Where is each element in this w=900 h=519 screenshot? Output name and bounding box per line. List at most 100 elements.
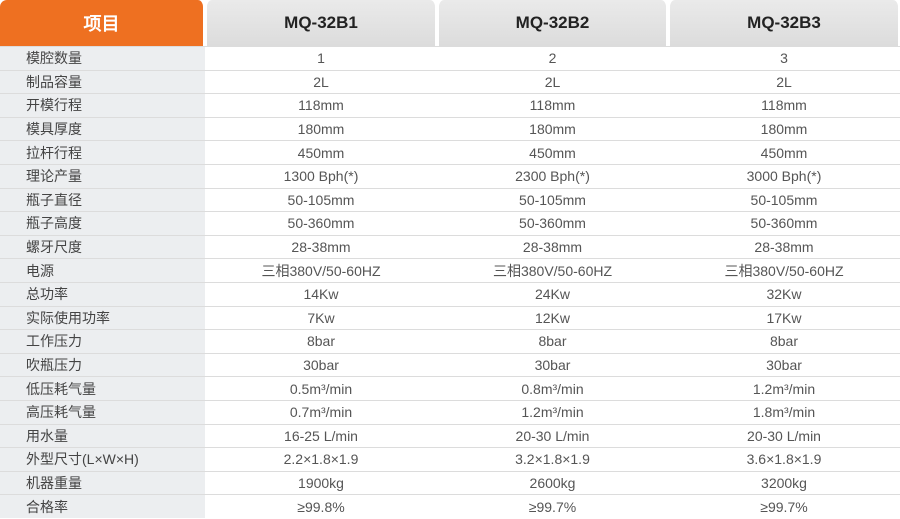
row-value: 30bar (437, 352, 668, 377)
table-row: 外型尺寸(L×W×H) 2.2×1.8×1.9 3.2×1.8×1.9 3.6×1.8… (0, 447, 900, 471)
row-value: 450mm (437, 140, 668, 164)
table-row: 理论产量 1300 Bph(*) 2300 Bph(*) 3000 Bph(*) (0, 163, 900, 188)
row-value: 8bar (205, 329, 437, 353)
row-value: 17Kw (668, 305, 900, 330)
row-value: 2300 Bph(*) (437, 163, 668, 188)
row-label: 理论产量 (0, 163, 205, 188)
row-value: 180mm (668, 116, 900, 141)
row-value: 2 (437, 46, 668, 70)
row-label: 外型尺寸(L×W×H) (0, 447, 205, 471)
row-label: 机器重量 (0, 470, 205, 495)
row-label: 合格率 (0, 494, 205, 518)
row-value: 118mm (668, 93, 900, 117)
row-label: 总功率 (0, 281, 205, 306)
row-value: 30bar (668, 352, 900, 377)
row-value: 16-25 L/min (205, 423, 437, 448)
row-value: 3000 Bph(*) (668, 163, 900, 188)
row-value: 20-30 L/min (668, 423, 900, 448)
row-value: 1900kg (205, 470, 437, 495)
row-value: 450mm (668, 140, 900, 164)
row-value: ≥99.7% (437, 494, 668, 518)
row-label: 工作压力 (0, 329, 205, 353)
row-label: 模具厚度 (0, 116, 205, 141)
row-value: 50-360mm (437, 211, 668, 235)
table-row: 吹瓶压力 30bar 30bar 30bar (0, 352, 900, 377)
row-value: 50-105mm (668, 187, 900, 212)
row-value: 450mm (205, 140, 437, 164)
table-row: 开模行程 118mm 118mm 118mm (0, 93, 900, 117)
table-row: 制品容量 2L 2L 2L (0, 69, 900, 94)
row-value: 1.2m³/min (668, 376, 900, 400)
row-value: 118mm (437, 93, 668, 117)
row-label: 实际使用功率 (0, 305, 205, 330)
row-value: 7Kw (205, 305, 437, 330)
row-label: 模腔数量 (0, 46, 205, 70)
row-value: 50-105mm (205, 187, 437, 212)
header-model: MQ-32B3 (668, 0, 900, 46)
table-row: 瓶子直径 50-105mm 50-105mm 50-105mm (0, 187, 900, 212)
row-value: 12Kw (437, 305, 668, 330)
row-label: 瓶子直径 (0, 187, 205, 212)
row-label: 低压耗气量 (0, 376, 205, 400)
table-row: 实际使用功率 7Kw 12Kw 17Kw (0, 305, 900, 330)
row-value: ≥99.7% (668, 494, 900, 518)
row-value: 2.2×1.8×1.9 (205, 447, 437, 471)
row-value: 三相380V/50-60HZ (205, 258, 437, 282)
row-value: 2L (437, 69, 668, 94)
row-value: 1 (205, 46, 437, 70)
row-label: 制品容量 (0, 69, 205, 94)
row-value: 三相380V/50-60HZ (437, 258, 668, 282)
row-value: 28-38mm (205, 234, 437, 259)
row-value: 3 (668, 46, 900, 70)
header-row: 项目 MQ-32B1 MQ-32B2 MQ-32B3 (0, 0, 900, 46)
row-value: 8bar (437, 329, 668, 353)
row-value: 1300 Bph(*) (205, 163, 437, 188)
row-value: 0.5m³/min (205, 376, 437, 400)
row-value: 50-360mm (205, 211, 437, 235)
row-label: 电源 (0, 258, 205, 282)
row-label: 吹瓶压力 (0, 352, 205, 377)
table-row: 拉杆行程 450mm 450mm 450mm (0, 140, 900, 164)
row-value: 28-38mm (668, 234, 900, 259)
header-model: MQ-32B1 (205, 0, 437, 46)
table-row: 工作压力 8bar 8bar 8bar (0, 329, 900, 353)
row-value: 3.2×1.8×1.9 (437, 447, 668, 471)
table-row: 用水量 16-25 L/min 20-30 L/min 20-30 L/min (0, 423, 900, 448)
row-value: 3.6×1.8×1.9 (668, 447, 900, 471)
row-value: 50-360mm (668, 211, 900, 235)
row-value: 8bar (668, 329, 900, 353)
row-value: 50-105mm (437, 187, 668, 212)
row-value: 1.8m³/min (668, 399, 900, 424)
table-row: 电源 三相380V/50-60HZ 三相380V/50-60HZ 三相380V/50-… (0, 258, 900, 282)
row-value: 180mm (437, 116, 668, 141)
row-value: 0.7m³/min (205, 399, 437, 424)
row-value: 0.8m³/min (437, 376, 668, 400)
row-value: 2L (205, 69, 437, 94)
row-value: 14Kw (205, 281, 437, 306)
row-value: 28-38mm (437, 234, 668, 259)
table-row: 模腔数量 1 2 3 (0, 46, 900, 70)
table-row: 机器重量 1900kg 2600kg 3200kg (0, 470, 900, 495)
header-model: MQ-32B2 (437, 0, 668, 46)
row-value: ≥99.8% (205, 494, 437, 518)
row-value: 1.2m³/min (437, 399, 668, 424)
row-value: 2L (668, 69, 900, 94)
row-label: 拉杆行程 (0, 140, 205, 164)
row-value: 180mm (205, 116, 437, 141)
table-row: 总功率 14Kw 24Kw 32Kw (0, 281, 900, 306)
table-row: 合格率 ≥99.8% ≥99.7% ≥99.7% (0, 494, 900, 518)
header-item: 项目 (0, 0, 205, 46)
row-value: 30bar (205, 352, 437, 377)
table-row: 模具厚度 180mm 180mm 180mm (0, 116, 900, 141)
row-value: 32Kw (668, 281, 900, 306)
row-label: 开模行程 (0, 93, 205, 117)
row-value: 三相380V/50-60HZ (668, 258, 900, 282)
row-label: 高压耗气量 (0, 399, 205, 424)
row-label: 螺牙尺度 (0, 234, 205, 259)
row-label: 用水量 (0, 423, 205, 448)
row-value: 20-30 L/min (437, 423, 668, 448)
row-label: 瓶子高度 (0, 211, 205, 235)
row-value: 24Kw (437, 281, 668, 306)
row-value: 2600kg (437, 470, 668, 495)
